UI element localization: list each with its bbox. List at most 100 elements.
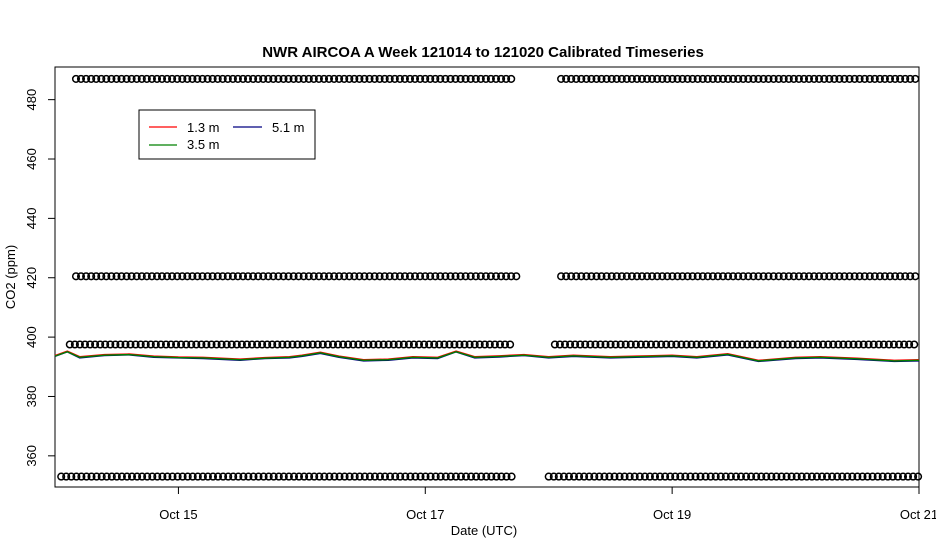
marker-point: [416, 272, 425, 281]
marker-point: [350, 472, 359, 481]
marker-point: [632, 74, 642, 83]
marker-point: [652, 340, 661, 349]
marker-point: [168, 74, 177, 83]
marker-point: [905, 340, 914, 349]
marker-point: [308, 340, 317, 349]
marker-point: [475, 340, 484, 349]
marker-point: [653, 272, 662, 281]
marker-point: [763, 340, 772, 349]
marker-point: [497, 74, 506, 83]
marker-point: [396, 472, 405, 481]
marker-point: [360, 272, 369, 281]
marker-point: [435, 340, 444, 349]
marker-point: [379, 340, 388, 349]
marker-point: [375, 272, 384, 281]
marker-point: [707, 340, 716, 349]
marker-point: [721, 472, 730, 481]
marker-point: [778, 340, 787, 349]
marker-point: [752, 472, 761, 481]
marker-point: [663, 272, 672, 281]
marker-point: [491, 74, 501, 83]
marker-point: [870, 74, 879, 83]
marker-point: [228, 74, 237, 83]
marker-point: [426, 74, 435, 83]
marker-point: [82, 272, 91, 281]
marker-point: [627, 74, 636, 83]
marker-point: [610, 472, 619, 481]
marker-point: [829, 340, 838, 349]
marker-point: [749, 272, 758, 281]
marker-point: [65, 340, 74, 349]
marker-point: [900, 340, 909, 349]
marker-point: [686, 472, 695, 481]
x-tick-label: Oct 17: [406, 507, 444, 522]
marker-point: [506, 340, 515, 349]
marker-point: [605, 472, 614, 481]
marker-point: [713, 272, 722, 281]
marker-point: [132, 74, 141, 83]
marker-point: [632, 272, 642, 281]
marker-point: [314, 74, 323, 83]
marker-point: [572, 272, 581, 281]
marker-point: [77, 472, 86, 481]
marker-point: [817, 472, 827, 481]
marker-point: [227, 340, 236, 349]
marker-point: [117, 272, 126, 281]
marker-point: [390, 272, 399, 281]
marker-point: [440, 340, 449, 349]
marker-point: [868, 472, 877, 481]
marker-point: [592, 272, 601, 281]
marker-point: [562, 272, 571, 281]
marker-point: [731, 472, 741, 481]
marker-point: [304, 272, 313, 281]
marker-point: [830, 272, 839, 281]
marker-point: [744, 74, 753, 83]
marker-point: [663, 74, 672, 83]
marker-point: [716, 472, 725, 481]
marker-point: [360, 472, 369, 481]
marker-point: [203, 472, 212, 481]
marker-point: [911, 272, 920, 281]
marker-point: [177, 340, 186, 349]
marker-point: [819, 340, 828, 349]
marker-point: [739, 74, 748, 83]
marker-point: [217, 340, 226, 349]
marker-point: [426, 272, 435, 281]
marker-point: [860, 272, 869, 281]
marker-point: [759, 74, 768, 83]
marker-point: [901, 74, 910, 83]
marker-point: [213, 74, 222, 83]
marker-point: [724, 74, 733, 83]
marker-point: [853, 472, 862, 481]
marker-point: [592, 74, 601, 83]
marker-point: [855, 272, 864, 281]
marker-point: [911, 74, 920, 83]
marker-point: [808, 340, 818, 349]
marker-point: [653, 74, 662, 83]
marker-point: [389, 340, 398, 349]
marker-point: [299, 272, 308, 281]
marker-point: [825, 74, 834, 83]
marker-point: [820, 74, 829, 83]
marker-point: [754, 272, 763, 281]
marker-point: [601, 340, 610, 349]
marker-point: [655, 472, 665, 481]
marker-point: [864, 340, 873, 349]
marker-point: [269, 472, 278, 481]
marker-point: [465, 340, 474, 349]
marker-point: [319, 74, 329, 83]
marker-point: [625, 472, 634, 481]
marker-point: [319, 272, 329, 281]
marker-point: [825, 272, 834, 281]
marker-point: [858, 472, 867, 481]
marker-point: [96, 340, 105, 349]
marker-point: [269, 272, 278, 281]
marker-point: [768, 340, 777, 349]
marker-point: [233, 74, 242, 83]
marker-point: [906, 272, 915, 281]
marker-point: [421, 472, 430, 481]
marker-point: [193, 272, 202, 281]
marker-point: [374, 340, 383, 349]
marker-point: [289, 272, 298, 281]
marker-point: [365, 272, 374, 281]
